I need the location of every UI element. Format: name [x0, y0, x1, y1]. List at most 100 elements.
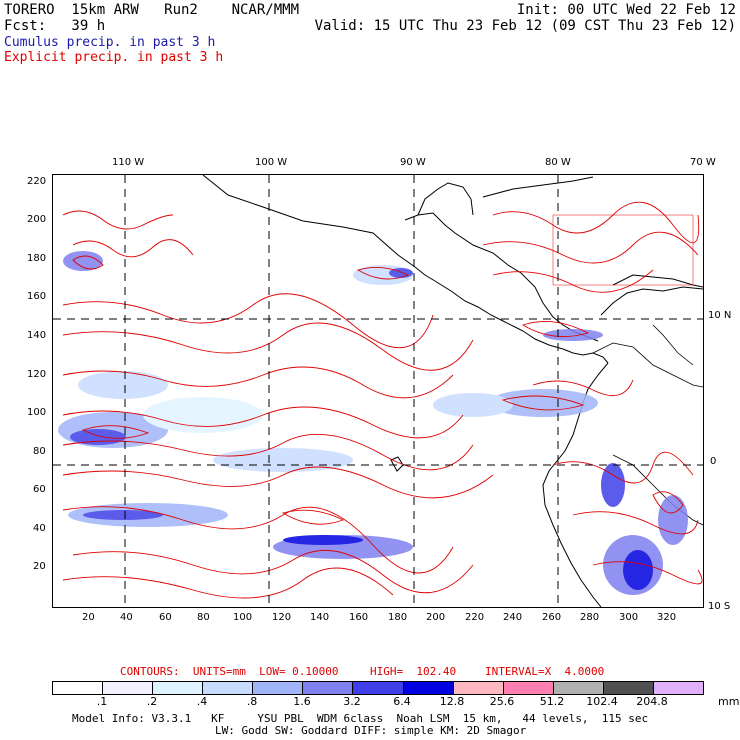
y-label: 220	[27, 176, 47, 187]
blue-band-mid	[213, 448, 353, 472]
red-contour	[72, 239, 194, 258]
legend-swatch	[553, 682, 604, 694]
legend-unit: mm	[718, 695, 740, 708]
red-contour	[501, 395, 585, 411]
x-label: 200	[426, 612, 446, 623]
red-contour	[62, 433, 474, 471]
red-contour	[72, 255, 104, 270]
legend-swatch	[303, 682, 354, 694]
blue-band-north	[78, 371, 168, 399]
red-contour	[482, 231, 699, 264]
graticule	[53, 175, 703, 607]
blue-band-amazon-core	[623, 550, 653, 590]
red-contour	[62, 322, 474, 371]
legend-label: 6.4	[393, 695, 411, 708]
legend-label: .8	[246, 695, 258, 708]
central-america-coast	[434, 280, 609, 364]
lon-label: 70 W	[690, 157, 716, 168]
lon-label: 100 W	[255, 157, 288, 168]
map-canvas	[53, 175, 703, 607]
yucatan-coast	[417, 182, 474, 216]
red-contour	[572, 511, 699, 535]
legend-label: 1.6	[293, 695, 311, 708]
blue-band-panama	[543, 329, 603, 341]
init-time: Init: 00 UTC Wed 22 Feb 12	[516, 2, 736, 18]
lon-label: 90 W	[400, 157, 426, 168]
legend-swatch	[503, 682, 554, 694]
legend-label: 25.6	[489, 695, 515, 708]
legend-label: .4	[196, 695, 208, 708]
red-contour	[521, 320, 590, 338]
contour-units: CONTOURS: UNITS=mm LOW= 0.10000	[120, 665, 339, 678]
cumulus-precip	[58, 251, 688, 595]
caribbean-coast	[404, 212, 599, 342]
title-run-info: TORERO 15km ARW Run2 NCAR/MMM	[4, 2, 300, 18]
blue-band-west-180	[63, 251, 103, 271]
red-contour	[356, 266, 410, 280]
mexico-coast	[202, 175, 436, 282]
y-label: 20	[33, 561, 46, 572]
red-contour	[62, 406, 464, 439]
legend-swatch	[653, 682, 704, 694]
red-contour	[62, 567, 394, 599]
legend-swatch	[403, 682, 454, 694]
lat-label: 10 S	[708, 601, 731, 612]
lat-label: 10 N	[708, 310, 732, 321]
x-label: 300	[619, 612, 639, 623]
legend-label: .1	[96, 695, 108, 708]
red-contour	[492, 201, 700, 244]
y-label: 60	[33, 484, 46, 495]
legend-label: 51.2	[539, 695, 565, 708]
x-label: 100	[233, 612, 253, 623]
x-label: 180	[388, 612, 408, 623]
legend-label: 12.8	[439, 695, 465, 708]
legend-swatch	[353, 682, 404, 694]
valid-time: Valid: 15 UTC Thu 23 Feb 12 (09 CST Thu …	[314, 18, 736, 34]
x-label: 20	[82, 612, 95, 623]
x-label: 120	[272, 612, 292, 623]
y-label: 160	[27, 291, 47, 302]
precip-map	[52, 174, 704, 608]
lon-label: 80 W	[545, 157, 571, 168]
venezuela-coast	[600, 286, 703, 316]
legend-label: 204.8	[636, 695, 668, 708]
explicit-precip	[62, 201, 703, 599]
red-contour	[81, 425, 150, 439]
legend-swatch	[253, 682, 304, 694]
y-label: 140	[27, 330, 47, 341]
color-legend	[52, 681, 704, 695]
red-contour	[62, 466, 494, 499]
y-label: 100	[27, 407, 47, 418]
legend-swatch	[203, 682, 254, 694]
model-info-line2: LW: Godd SW: Goddard DIFF: simple KM: 2D…	[215, 724, 527, 737]
red-contour	[62, 293, 434, 349]
forecast-hour: Fcst: 39 h	[4, 18, 106, 34]
red-contour	[592, 561, 703, 585]
country-border-3	[652, 324, 694, 366]
red-contour	[62, 366, 454, 399]
red-contour	[532, 379, 634, 397]
y-label: 200	[27, 214, 47, 225]
red-contour	[62, 210, 174, 230]
x-label: 40	[120, 612, 133, 623]
red-contour	[552, 214, 694, 286]
legend-swatch	[53, 682, 104, 694]
red-contour	[62, 506, 454, 574]
x-label: 140	[310, 612, 330, 623]
legend-label: 3.2	[343, 695, 361, 708]
x-label: 60	[159, 612, 172, 623]
lat-label: 0	[710, 456, 717, 467]
x-label: 240	[503, 612, 523, 623]
south-america-north	[612, 274, 703, 288]
red-contour	[281, 509, 345, 525]
contour-high: HIGH= 102.40	[370, 665, 457, 678]
legend-swatch	[603, 682, 654, 694]
x-label: 160	[349, 612, 369, 623]
x-label: 80	[197, 612, 210, 623]
blue-band-amazon-2	[601, 463, 625, 507]
y-label: 80	[33, 446, 46, 457]
blue-band-mid-2	[143, 397, 263, 433]
x-label: 320	[657, 612, 677, 623]
legend-swatch	[453, 682, 504, 694]
blue-band-east-2	[433, 393, 513, 417]
